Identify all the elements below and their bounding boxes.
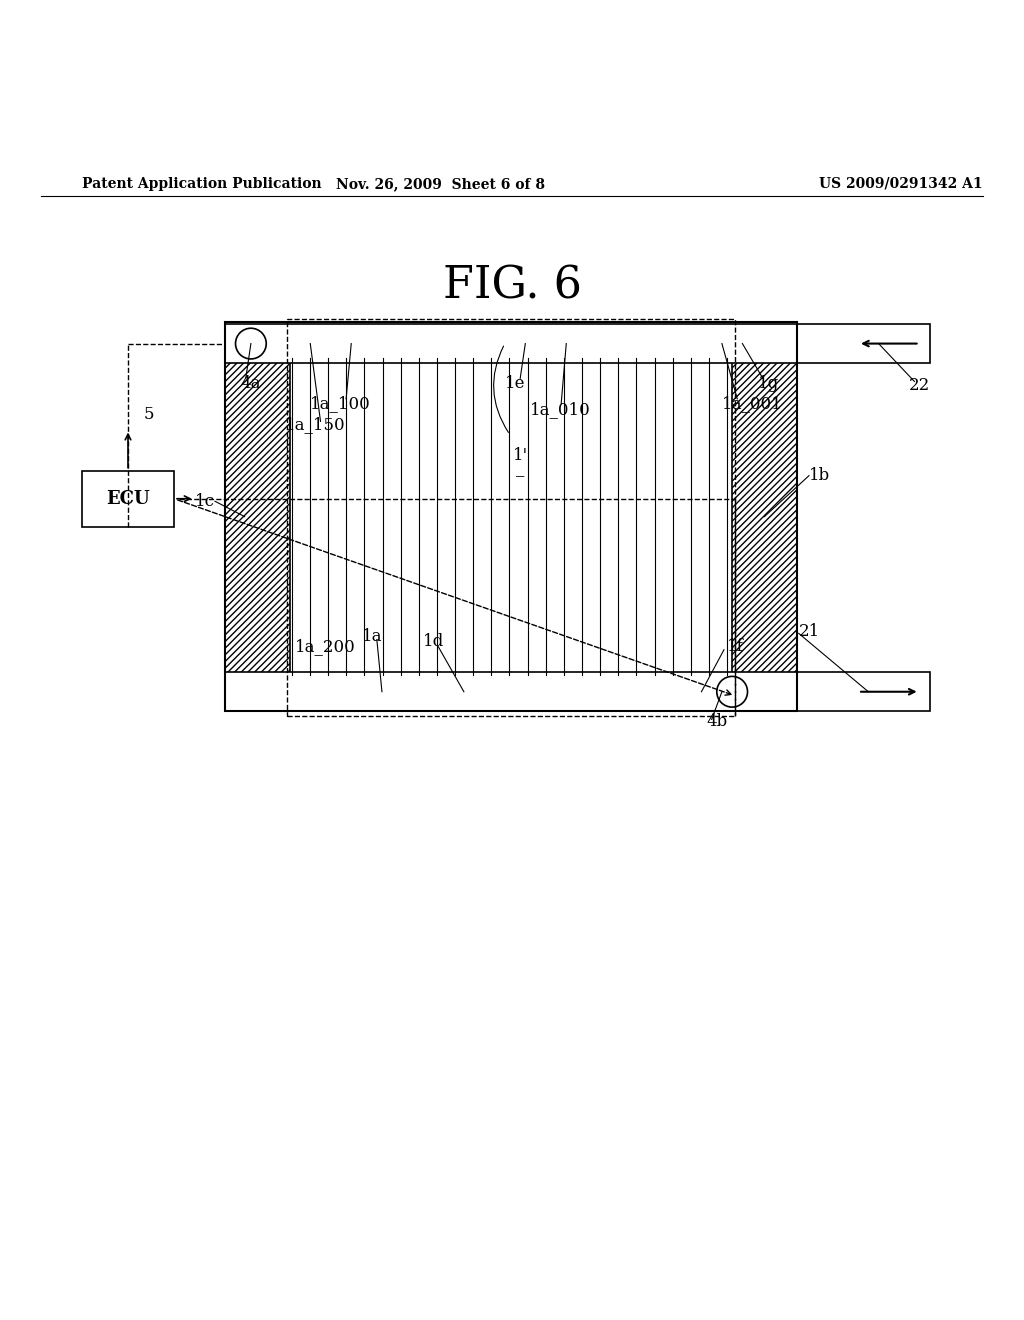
Text: 1g: 1g: [758, 375, 779, 392]
Text: 4a: 4a: [241, 375, 261, 392]
Text: 21: 21: [799, 623, 820, 640]
Text: 1a_150: 1a_150: [285, 416, 345, 433]
Bar: [797, 672, 930, 711]
Bar: [225, 358, 290, 676]
Circle shape: [717, 676, 748, 708]
Bar: [287, 319, 735, 717]
Text: FIG. 6: FIG. 6: [442, 264, 582, 308]
Text: 4b: 4b: [707, 713, 728, 730]
Text: US 2009/0291342 A1: US 2009/0291342 A1: [819, 177, 983, 191]
Text: 1f: 1f: [727, 638, 743, 655]
Text: 1a_200: 1a_200: [295, 638, 355, 655]
Text: 1': 1': [513, 446, 527, 463]
Text: 5: 5: [143, 405, 154, 422]
Text: 1a_001: 1a_001: [722, 396, 782, 412]
Text: 22: 22: [909, 378, 931, 395]
Bar: [797, 325, 930, 363]
Text: 1d: 1d: [423, 634, 444, 649]
Circle shape: [236, 329, 266, 359]
Bar: [225, 325, 797, 363]
Bar: [225, 672, 797, 711]
Text: _: _: [516, 461, 524, 478]
Text: 1b: 1b: [809, 467, 830, 484]
Text: Patent Application Publication: Patent Application Publication: [82, 177, 322, 191]
Text: ECU: ECU: [106, 490, 150, 508]
Text: 1a: 1a: [361, 628, 382, 645]
Bar: [732, 358, 797, 676]
Bar: [225, 322, 797, 711]
Text: 1c: 1c: [195, 492, 215, 510]
Text: Nov. 26, 2009  Sheet 6 of 8: Nov. 26, 2009 Sheet 6 of 8: [336, 177, 545, 191]
Text: 1e: 1e: [505, 375, 525, 392]
Text: 1a_100: 1a_100: [310, 396, 371, 412]
Bar: [82, 470, 174, 527]
Text: 1a_010: 1a_010: [530, 401, 591, 417]
